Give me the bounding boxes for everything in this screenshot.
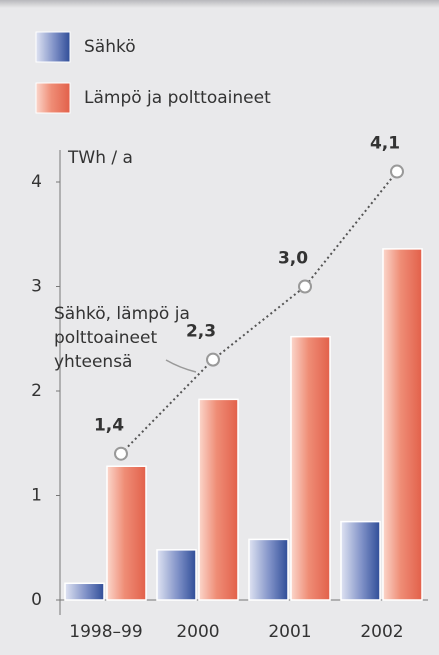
- y-tick-label: 3: [31, 277, 42, 297]
- top-band: [0, 0, 439, 8]
- total-label: 2,3: [186, 322, 216, 342]
- y-tick-label: 2: [31, 381, 42, 401]
- total-point: [298, 279, 312, 294]
- y-tick-label: 4: [31, 172, 42, 192]
- annotation-text: yhteensä: [54, 352, 132, 372]
- total-line: [120, 170, 398, 455]
- bar: [198, 398, 239, 601]
- bar: [382, 248, 423, 601]
- bar: [156, 549, 197, 601]
- total-label: 1,4: [94, 416, 124, 436]
- total-point: [206, 352, 220, 367]
- bar: [106, 465, 147, 601]
- x-tick-label: 2000: [176, 622, 219, 642]
- y-tick-label: 1: [31, 486, 42, 506]
- legend-label: Lämpö ja polttoaineet: [84, 88, 271, 108]
- legend-label: Sähkö: [84, 37, 136, 57]
- legend-swatch: [35, 31, 71, 63]
- total-point: [114, 446, 128, 461]
- bar: [248, 538, 289, 601]
- annotation-text: polttoaineet: [54, 328, 157, 348]
- bar: [64, 582, 105, 601]
- y-axis-label: TWh / a: [67, 148, 133, 168]
- total-label: 3,0: [278, 249, 308, 269]
- annotation-leader: [165, 359, 197, 373]
- total-label: 4,1: [370, 134, 400, 154]
- bar: [340, 520, 381, 601]
- x-tick-label: 2002: [360, 622, 403, 642]
- x-tick-label: 2001: [268, 622, 311, 642]
- bar: [290, 335, 331, 601]
- total-point: [390, 164, 404, 179]
- legend-swatch: [35, 82, 71, 114]
- annotation-text: Sähkö, lämpö ja: [54, 304, 190, 324]
- y-tick-label: 0: [31, 590, 42, 610]
- x-tick-label: 1998–99: [69, 622, 142, 642]
